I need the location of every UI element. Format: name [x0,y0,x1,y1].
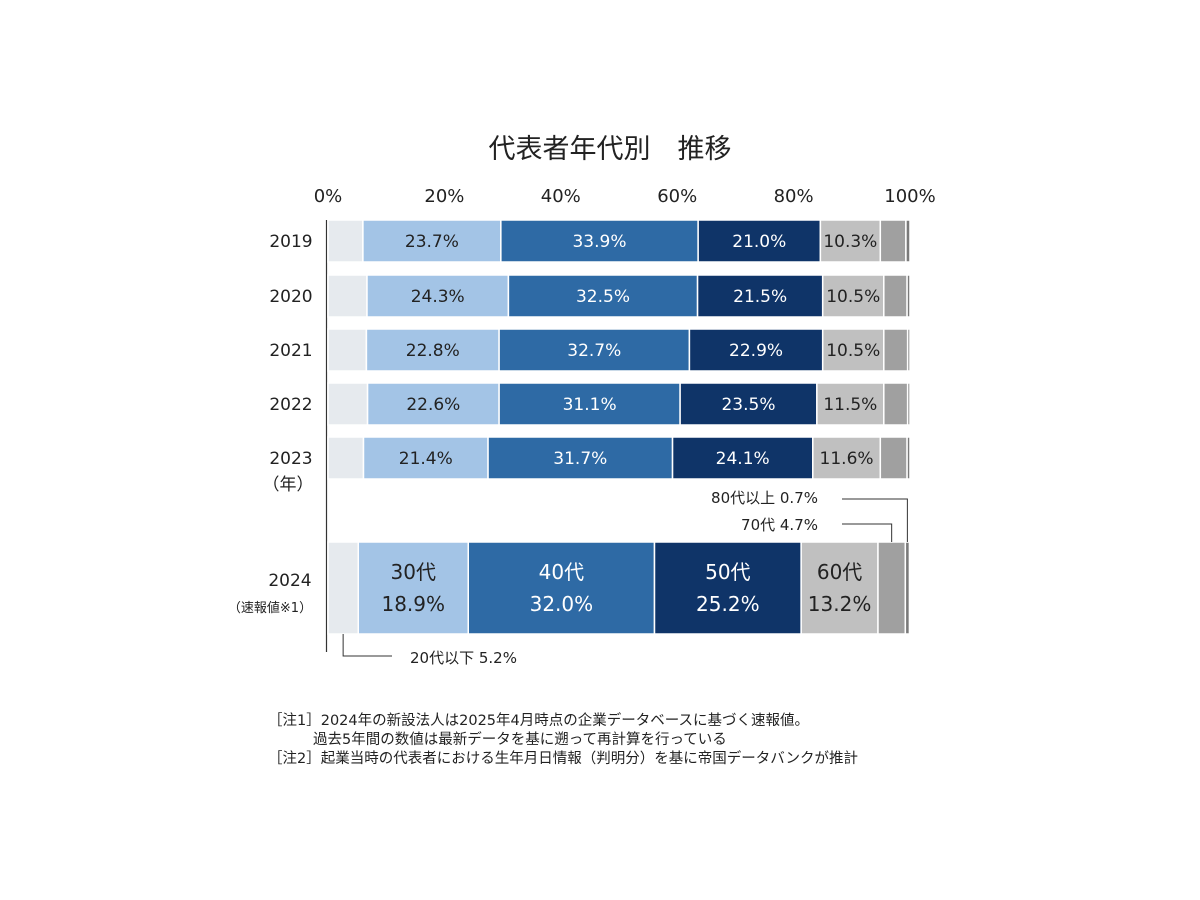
bar-segment [498,382,681,426]
data-label: 24.3% [411,287,465,307]
bar-segment [671,436,814,480]
bar-segment [906,436,911,480]
y-category-label: 2020 [269,287,312,307]
bar-segment [362,436,489,480]
x-tick-label: 40% [541,186,581,207]
bar-segment [883,382,909,426]
segment-series-name: 40代 [539,560,584,584]
bar-segment [905,219,911,263]
bar-segment [487,436,674,480]
bar-segment [816,382,885,426]
bar-segment [679,382,818,426]
callout-70s-leader [842,523,893,542]
bar-segment [906,328,911,372]
bar-segment [879,436,908,480]
data-label: 11.5% [823,395,877,415]
x-tick-label: 60% [657,186,697,207]
segment-series-name: 50代 [705,560,750,584]
chart-title: 代表者年代別 推移 [489,134,732,165]
bar-segment [906,382,911,426]
data-label: 11.6% [820,449,874,469]
footnote-1-continued: 過去5年間の数値は最新データを基に遡って再計算を行っている [313,732,727,748]
bar-segment [327,436,365,480]
y-category-sublabel: （速報値※1） [228,600,312,616]
data-label: 31.1% [563,395,617,415]
data-label: 10.5% [826,341,880,361]
bar-segment [357,541,470,635]
bar-segment [883,274,908,318]
bar-segment [500,219,699,263]
x-tick-label: 20% [424,186,464,207]
callout-80s-leader [842,498,908,542]
data-label: 21.5% [733,287,787,307]
bar-segment [327,382,369,426]
bar-segment [327,274,368,318]
footnote-1: ［注1］2024年の新設法人は2025年4月時点の企業データベースに基づく速報値… [268,713,810,729]
bar-segment [327,328,368,372]
bar-segment [800,541,879,635]
bar-segment [877,541,907,635]
bar-segment [327,541,360,635]
y-category-label: 2022 [269,395,312,415]
bar-segment [904,541,911,635]
data-label: 21.0% [732,232,786,252]
callout-70s-label: 70代 4.7% [741,516,818,534]
bar-segment [498,328,691,372]
data-label: 13.2% [808,592,872,616]
y-category-sublabel: （年） [263,475,314,495]
data-label: 21.4% [399,449,453,469]
data-label: 32.5% [576,287,630,307]
data-label: 18.9% [381,592,445,616]
data-label: 22.8% [406,341,460,361]
footnote-2: ［注2］起業当時の代表者における生年月日情報（判明分）を基に帝国データバンクが推… [268,751,858,767]
bar-segment [812,436,882,480]
bar-segment [507,274,699,318]
data-label: 32.0% [530,592,594,616]
bar-segment [883,328,909,372]
callout-20s-label: 20代以下 5.2% [410,649,517,667]
bar-segment [879,219,907,263]
bar-segment [366,382,500,426]
segment-series-name: 30代 [391,560,436,584]
data-label: 32.7% [567,341,621,361]
data-label: 33.9% [572,232,626,252]
bar-segment [365,328,500,372]
bar-segment [653,541,802,635]
stacked-bar-chart: 代表者年代別 推移 0% 20% 40% 60% 80% 100% 2019 23.7% 33.9… [228,134,936,667]
y-category-label: 2024 [268,571,311,591]
data-label: 24.1% [716,449,770,469]
x-tick-label: 100% [884,186,935,207]
footnotes: ［注1］2024年の新設法人は2025年4月時点の企業データベースに基づく速報値… [268,712,858,769]
data-label: 22.6% [406,395,460,415]
y-category-label: 2019 [269,232,312,252]
segment-series-name: 60代 [817,560,862,584]
y-category-label: 2021 [269,341,312,361]
callout-80s-label: 80代以上 0.7% [711,489,818,507]
data-label: 10.3% [823,232,877,252]
data-label: 31.7% [553,449,607,469]
bar-segment [467,541,656,635]
data-label: 25.2% [696,592,760,616]
bar-segment [697,219,822,263]
data-label: 23.5% [721,395,775,415]
data-label: 23.7% [405,232,459,252]
bar-segment [688,328,824,372]
data-label: 22.9% [729,341,783,361]
y-category-label: 2023 [269,449,312,469]
bar-segment [327,219,364,263]
callout-20s-leader [342,634,392,657]
bar-segment [906,274,911,318]
x-tick-label: 80% [774,186,814,207]
data-label: 10.5% [826,287,880,307]
x-tick-label: 0% [314,186,343,207]
